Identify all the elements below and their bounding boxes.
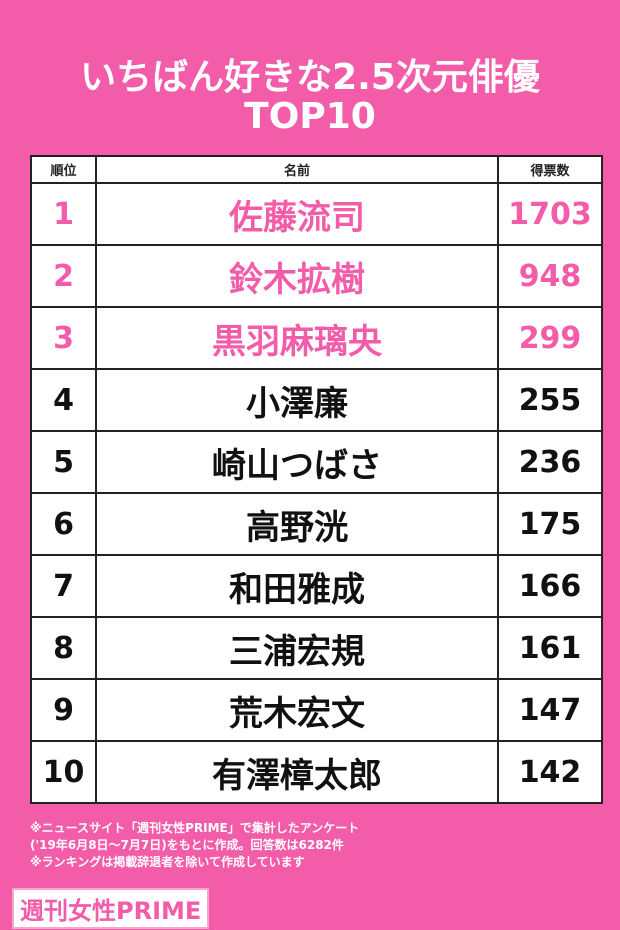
rank-cell: 7	[30, 554, 97, 618]
rank-cell: 5	[30, 430, 97, 494]
rank-cell: 3	[30, 306, 97, 370]
table-row: 7 和田雅成 166	[30, 554, 603, 618]
votes-cell: 142	[497, 740, 603, 804]
note: ('19年6月8日〜7月7日)をもとに作成。回答数は6282件	[30, 838, 344, 852]
votes-cell: 948	[497, 244, 603, 308]
table-row: 6 高野洸 175	[30, 492, 603, 556]
table-row: 9 荒木宏文 147	[30, 678, 603, 742]
table-row: 1 佐藤流司 1703	[30, 182, 603, 246]
table-row: 8 三浦宏規 161	[30, 616, 603, 680]
name-cell: 三浦宏規	[95, 616, 499, 680]
votes-cell: 175	[497, 492, 603, 556]
name-cell: 鈴木拡樹	[95, 244, 499, 308]
table-row: 3 黒羽麻璃央 299	[30, 306, 603, 370]
name-cell: 荒木宏文	[95, 678, 499, 742]
ranking-table: 順位 名前 得票数 1 佐藤流司 1703 2 鈴木拡樹 948 3 黒羽麻璃央 299 4 小澤廉…	[30, 155, 603, 804]
name-cell: 有澤樟太郎	[95, 740, 499, 804]
table-row: 10 有澤樟太郎 142	[30, 740, 603, 804]
rank-cell: 4	[30, 368, 97, 432]
header-cell: 順位	[30, 155, 97, 184]
name-cell: 和田雅成	[95, 554, 499, 618]
rank-cell: 10	[30, 740, 97, 804]
votes-cell: 236	[497, 430, 603, 494]
rank-cell: 9	[30, 678, 97, 742]
name-cell: 高野洸	[95, 492, 499, 556]
title: いちばん好きな2.5次元俳優	[80, 57, 540, 98]
note: ※ニュースサイト「週刊女性PRIME」で集計したアンケート	[30, 821, 360, 835]
rank-cell: 2	[30, 244, 97, 308]
table-row: 2 鈴木拡樹 948	[30, 244, 603, 308]
table-row: 5 崎山つばさ 236	[30, 430, 603, 494]
rank-cell: 8	[30, 616, 97, 680]
name-cell: 佐藤流司	[95, 182, 499, 246]
table-row: 4 小澤廉 255	[30, 368, 603, 432]
logo: 週刊女性PRIME	[12, 888, 210, 929]
note: ※ランキングは掲載辞退者を除いて作成しています	[30, 855, 305, 869]
rank-cell: 1	[30, 182, 97, 246]
votes-cell: 147	[497, 678, 603, 742]
votes-cell: 255	[497, 368, 603, 432]
header-cell: 名前	[95, 155, 499, 184]
name-cell: 崎山つばさ	[95, 430, 499, 494]
name-cell: 黒羽麻璃央	[95, 306, 499, 370]
notes: ※ニュースサイト「週刊女性PRIME」で集計したアンケート ('19年6月8日〜…	[30, 820, 359, 871]
votes-cell: 166	[497, 554, 603, 618]
votes-cell: 299	[497, 306, 603, 370]
header-cell: 得票数	[497, 155, 603, 184]
rank-cell: 6	[30, 492, 97, 556]
title: TOP10	[244, 96, 376, 137]
votes-cell: 1703	[497, 182, 603, 246]
votes-cell: 161	[497, 616, 603, 680]
table-body: 1 佐藤流司 1703 2 鈴木拡樹 948 3 黒羽麻璃央 299 4 小澤廉 255 5 崎山つばさ 2…	[30, 182, 603, 804]
name-cell: 小澤廉	[95, 368, 499, 432]
header-row: 順位 名前 得票数	[30, 155, 603, 184]
